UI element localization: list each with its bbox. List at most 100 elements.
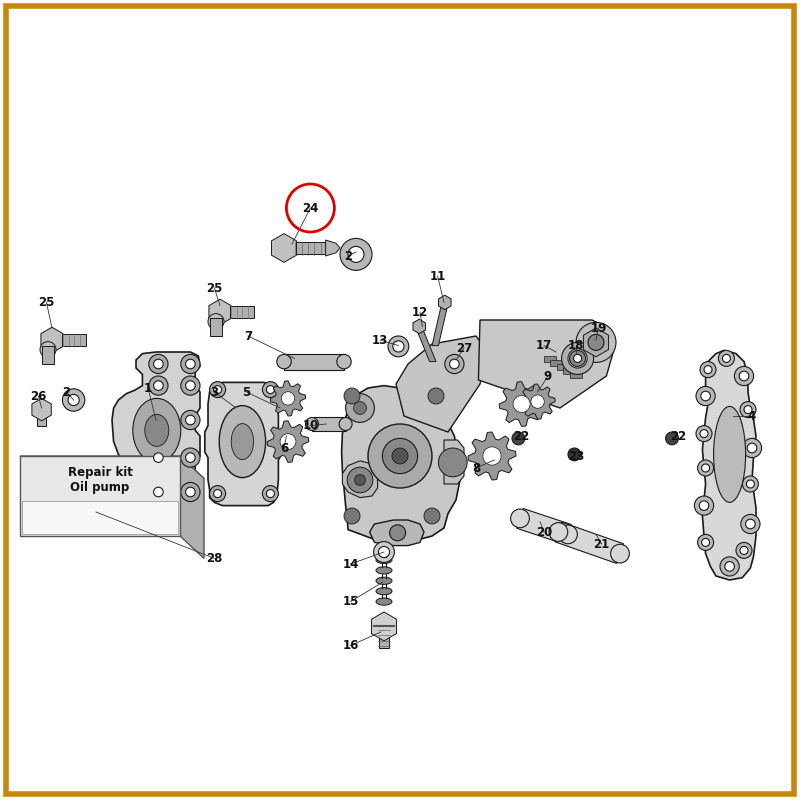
Polygon shape xyxy=(271,234,297,262)
Circle shape xyxy=(698,534,714,550)
Circle shape xyxy=(388,336,409,357)
Circle shape xyxy=(149,448,168,467)
Circle shape xyxy=(531,395,544,408)
Circle shape xyxy=(701,391,710,401)
Circle shape xyxy=(154,381,163,390)
Circle shape xyxy=(702,464,710,472)
Circle shape xyxy=(390,525,406,541)
Circle shape xyxy=(186,359,195,369)
Circle shape xyxy=(340,238,372,270)
Circle shape xyxy=(574,354,582,362)
Text: 18: 18 xyxy=(568,339,584,352)
Ellipse shape xyxy=(714,406,746,502)
Circle shape xyxy=(368,424,432,488)
Circle shape xyxy=(149,482,168,502)
Polygon shape xyxy=(444,440,464,484)
Circle shape xyxy=(337,354,351,369)
Ellipse shape xyxy=(376,587,392,595)
Text: 24: 24 xyxy=(302,202,318,214)
Circle shape xyxy=(306,418,318,430)
Bar xyxy=(62,334,86,346)
Ellipse shape xyxy=(376,557,392,563)
Polygon shape xyxy=(342,461,378,498)
Circle shape xyxy=(181,354,200,374)
Polygon shape xyxy=(416,328,436,362)
Circle shape xyxy=(747,443,757,453)
Text: 5: 5 xyxy=(242,386,250,398)
Text: 9: 9 xyxy=(544,370,552,382)
Circle shape xyxy=(154,415,163,425)
Ellipse shape xyxy=(376,546,392,554)
Circle shape xyxy=(262,382,278,398)
Bar xyxy=(294,242,326,254)
Text: 28: 28 xyxy=(206,552,222,565)
Circle shape xyxy=(736,542,752,558)
Text: 27: 27 xyxy=(456,342,472,354)
Circle shape xyxy=(700,430,708,438)
Text: 2: 2 xyxy=(62,386,70,398)
Ellipse shape xyxy=(145,414,169,446)
Circle shape xyxy=(181,448,200,467)
Polygon shape xyxy=(112,352,200,508)
Text: 23: 23 xyxy=(568,450,584,462)
Circle shape xyxy=(68,394,79,406)
Polygon shape xyxy=(468,432,516,480)
Circle shape xyxy=(344,508,360,524)
Circle shape xyxy=(181,482,200,502)
Circle shape xyxy=(428,388,444,404)
Bar xyxy=(210,318,222,336)
Bar xyxy=(544,356,556,362)
Polygon shape xyxy=(478,320,614,408)
Text: 4: 4 xyxy=(748,410,756,422)
Circle shape xyxy=(568,349,587,368)
Circle shape xyxy=(210,486,226,502)
Circle shape xyxy=(445,354,464,374)
Circle shape xyxy=(696,426,712,442)
Polygon shape xyxy=(438,295,451,310)
Bar xyxy=(230,306,254,318)
Circle shape xyxy=(694,496,714,515)
Text: 8: 8 xyxy=(472,462,480,474)
Ellipse shape xyxy=(376,566,392,574)
Text: 22: 22 xyxy=(670,430,686,442)
Text: 22: 22 xyxy=(514,430,530,442)
Circle shape xyxy=(262,486,278,502)
Circle shape xyxy=(562,342,594,374)
Circle shape xyxy=(214,490,222,498)
Text: 11: 11 xyxy=(430,270,446,282)
Circle shape xyxy=(746,519,755,529)
Circle shape xyxy=(154,453,163,462)
Polygon shape xyxy=(371,612,397,641)
Circle shape xyxy=(186,381,195,390)
Circle shape xyxy=(186,487,195,497)
Circle shape xyxy=(277,354,291,369)
Circle shape xyxy=(744,406,752,414)
Circle shape xyxy=(510,509,530,528)
Circle shape xyxy=(280,434,296,450)
Circle shape xyxy=(568,448,581,461)
Circle shape xyxy=(512,432,525,445)
Circle shape xyxy=(354,402,366,414)
Circle shape xyxy=(720,557,739,576)
Circle shape xyxy=(610,544,630,563)
Ellipse shape xyxy=(376,598,392,605)
Text: 25: 25 xyxy=(38,296,54,309)
Polygon shape xyxy=(326,240,340,256)
Polygon shape xyxy=(270,381,306,416)
Bar xyxy=(557,364,569,370)
Polygon shape xyxy=(180,456,204,558)
Circle shape xyxy=(666,432,678,445)
Circle shape xyxy=(742,476,758,492)
Circle shape xyxy=(718,350,734,366)
Polygon shape xyxy=(413,319,426,334)
Circle shape xyxy=(734,366,754,386)
Circle shape xyxy=(181,376,200,395)
Circle shape xyxy=(374,542,394,562)
Bar xyxy=(550,360,562,366)
Circle shape xyxy=(698,460,714,476)
Polygon shape xyxy=(396,336,488,432)
Circle shape xyxy=(149,354,168,374)
Ellipse shape xyxy=(376,578,392,584)
Circle shape xyxy=(704,366,712,374)
Circle shape xyxy=(740,402,756,418)
